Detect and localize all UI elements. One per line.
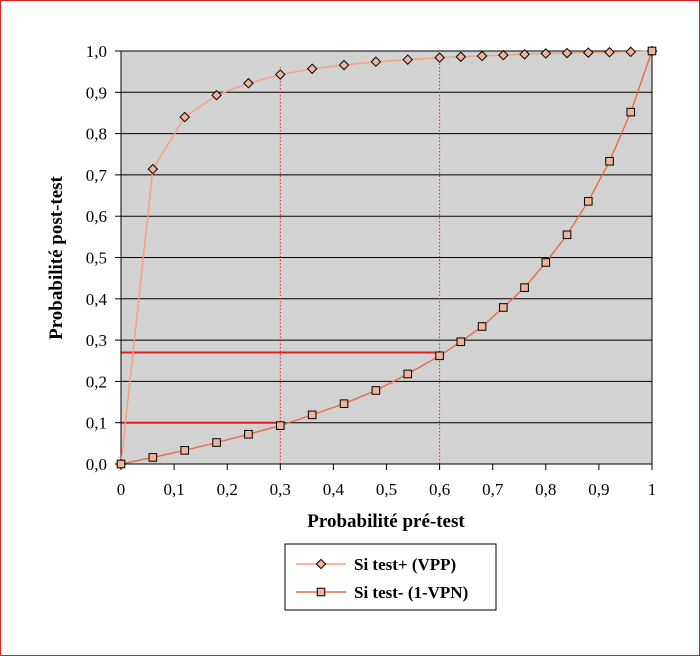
y-tick-label: 0,5: [86, 249, 107, 268]
y-tick-label: 0,7: [86, 166, 108, 185]
series-1-vpn-point: [541, 258, 551, 267]
series-1-vpn-point: [339, 399, 349, 409]
series-1-vpn-point: [456, 337, 466, 347]
series-1-vpn-point: [180, 446, 190, 455]
series-layer: [115, 45, 658, 470]
y-axis-title: Probabilité post-test: [46, 175, 67, 339]
legend-box: [284, 543, 497, 611]
reference-lines: [121, 59, 441, 464]
y-tick-label: 0,9: [86, 83, 107, 102]
y-tick-label: 0,6: [86, 207, 107, 226]
legend: Si test+ (VPP) Si test- (1-VPN): [284, 543, 497, 611]
tick-labels: 0 0,1 0,2 0,3 0,4 0,5 0,6 0,7 0,8 0,9 1 0,0 0,1 0,2 0,…: [86, 42, 657, 499]
series-vpp-point: [211, 89, 222, 101]
x-tick-label: 0,1: [163, 480, 184, 499]
series-1-vpn-point: [307, 410, 317, 420]
x-tick-label: 0,5: [376, 480, 397, 499]
series-1-vpn-point: [403, 369, 413, 379]
series-vpp-point: [604, 46, 615, 58]
series-vpp-point: [147, 163, 159, 175]
y-tick-label: 1,0: [86, 42, 107, 61]
series-1-vpn-point: [520, 283, 529, 292]
series-vpp-point: [179, 111, 191, 123]
y-tick-label: 0,2: [86, 372, 107, 391]
series-vpp-point: [582, 47, 594, 58]
series-1-vpn-point: [626, 107, 636, 117]
series-1-vpn-point: [647, 46, 657, 56]
axes: [115, 50, 653, 470]
x-tick-label: 1: [648, 480, 657, 499]
y-tick-label: 0,1: [86, 414, 107, 433]
legend-diamond-marker: [315, 558, 327, 570]
series-1-vpn-point: [276, 421, 285, 430]
legend-label: Si test- (1-VPN): [354, 583, 468, 602]
series-vpp-point: [561, 47, 573, 59]
x-tick-label: 0,8: [535, 480, 556, 499]
series-vpp-point: [434, 52, 445, 63]
series-vpp-point: [274, 69, 286, 80]
x-tick-label: 0,7: [482, 480, 504, 499]
series-1-vpn-point: [148, 453, 158, 462]
series-vpp-point: [455, 51, 467, 63]
series-1-vpn-point: [371, 386, 381, 395]
series-1-vpn-point: [605, 156, 614, 166]
x-tick-label: 0,6: [429, 480, 450, 499]
series-1-vpn-point: [583, 197, 593, 206]
series-1-vpn-point: [562, 230, 572, 240]
series-vpp-point: [370, 56, 382, 68]
x-axis-title: Probabilité pré-test: [307, 511, 465, 532]
series-vpp-point: [476, 50, 488, 62]
series-1-vpn-point: [116, 459, 126, 469]
series-vpp-point: [498, 49, 509, 61]
series-vpp-point: [625, 46, 637, 58]
y-tick-label: 0,3: [86, 331, 107, 350]
y-tick-label: 0,8: [86, 125, 107, 144]
series-1-vpn-point: [435, 351, 444, 361]
legend-label: Si test+ (VPP): [354, 555, 456, 574]
grid-lines: [121, 91, 652, 424]
series-vpp-point: [243, 77, 254, 89]
series-vpp-point: [338, 59, 350, 71]
legend-square-marker: [316, 587, 326, 597]
series-1-vpn-point: [244, 429, 253, 439]
series-vpp-point: [540, 48, 552, 59]
x-tick-label: 0: [117, 480, 126, 499]
series-1-vpn-point: [212, 438, 221, 447]
series-vpp-point: [519, 48, 530, 60]
series-1-vpn-point: [499, 303, 508, 312]
series-vpp-point: [402, 54, 414, 65]
y-tick-label: 0,0: [86, 455, 107, 474]
x-tick-label: 0,4: [323, 480, 345, 499]
series-1-vpn-point: [477, 322, 487, 331]
x-tick-label: 0,2: [217, 480, 238, 499]
y-tick-label: 0,4: [86, 290, 108, 309]
series-vpp-point: [306, 63, 318, 75]
x-tick-label: 0,9: [588, 480, 609, 499]
x-tick-label: 0,3: [270, 480, 291, 499]
